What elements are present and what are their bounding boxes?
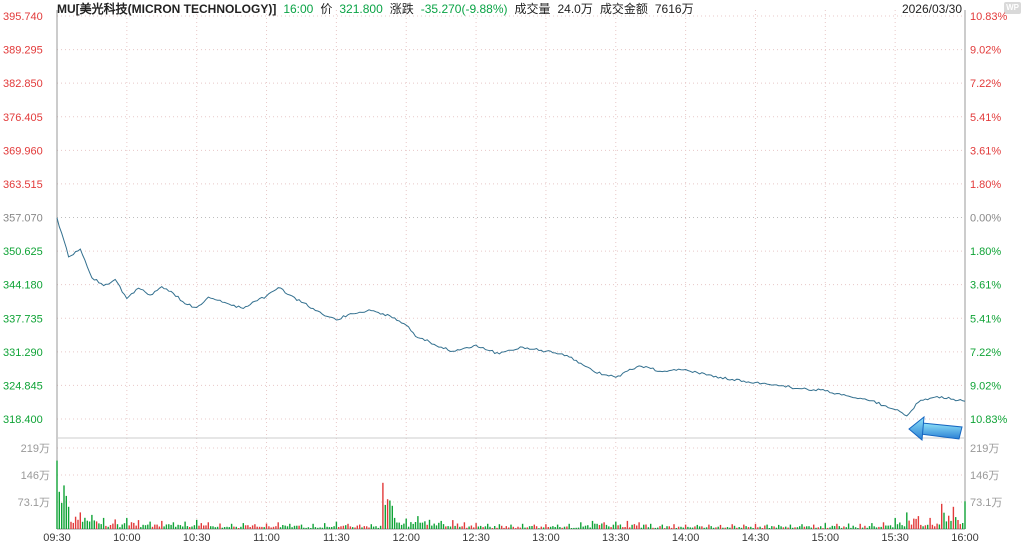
time-label: 14:00 (672, 532, 700, 544)
left-price-label: 331.290 (3, 347, 43, 359)
time-label: 12:00 (392, 532, 420, 544)
change-value: -35.270(-9.88%) (420, 1, 508, 16)
time-label: 10:30 (183, 532, 211, 544)
quote-header: MU[美光科技(MICRON TECHNOLOGY)] 16:00 价 321.… (0, 0, 1024, 17)
price-line (56, 217, 966, 417)
time-label: 14:30 (742, 532, 770, 544)
left-price-label: 357.070 (3, 213, 43, 225)
turnover-value: 7616万 (654, 2, 694, 16)
left-price-label: 363.515 (3, 179, 43, 191)
right-percent-label: 3.61% (970, 280, 1001, 292)
time-label: 15:00 (812, 532, 840, 544)
quote-date: 2026/03/30 (901, 1, 962, 16)
time-label: 15:30 (881, 532, 909, 544)
turnover-label: 成交金额 (599, 2, 648, 16)
left-price-label: 337.735 (3, 313, 43, 325)
time-label: 10:00 (113, 532, 141, 544)
price-label: 价 (320, 2, 333, 16)
change-label: 涨跌 (389, 2, 414, 16)
price-value: 321.800 (339, 1, 383, 16)
time-label: 11:30 (323, 532, 350, 544)
left-price-label: 382.850 (3, 78, 43, 90)
right-percent-label: 1.80% (970, 179, 1001, 191)
right-volume-label: 146万 (970, 470, 999, 482)
right-percent-label: 10.83% (970, 414, 1008, 426)
time-label: 13:30 (602, 532, 630, 544)
left-price-label: 318.400 (3, 414, 43, 426)
right-percent-label: 9.02% (970, 380, 1001, 392)
volume-value: 24.0万 (557, 2, 593, 16)
right-percent-label: 3.61% (970, 145, 1001, 157)
time-label: 09:30 (43, 532, 71, 544)
right-volume-label: 73.1万 (970, 497, 1002, 509)
time-label: 12:30 (462, 532, 490, 544)
left-price-label: 350.625 (3, 246, 43, 258)
right-volume-label: 219万 (970, 443, 999, 455)
right-percent-label: 10.83% (970, 11, 1008, 23)
right-percent-label: 7.22% (970, 347, 1001, 359)
right-percent-label: 5.41% (970, 313, 1001, 325)
chart-frame (56, 10, 966, 530)
time-label: 16:00 (951, 532, 979, 544)
volume-gridlines-and-labels: 219万 219万 146万 146万 73.1万 73.1万 (18, 443, 1003, 509)
left-volume-label: 73.1万 (18, 497, 50, 509)
time-label: 11:00 (253, 532, 280, 544)
right-percent-label: 0.00% (970, 213, 1001, 225)
left-price-label: 376.405 (3, 112, 43, 124)
right-percent-label: 1.80% (970, 246, 1001, 258)
quote-time: 16:00 (283, 1, 314, 16)
left-volume-label: 146万 (21, 470, 50, 482)
watermark-badge: WP (1004, 2, 1021, 14)
mouse-cursor-icon (908, 414, 966, 442)
price-gridlines-and-labels: 395.740 10.83% 389.295 9.02% 382.850 7.22% 376… (3, 11, 1008, 426)
vertical-gridlines (126, 10, 896, 529)
right-percent-label: 5.41% (970, 112, 1001, 124)
left-price-label: 389.295 (3, 45, 43, 57)
left-volume-label: 219万 (21, 443, 50, 455)
time-label: 13:00 (532, 532, 560, 544)
left-price-label: 369.960 (3, 145, 43, 157)
right-percent-label: 7.22% (970, 78, 1001, 90)
volume-label: 成交量 (514, 2, 551, 16)
right-percent-label: 9.02% (970, 45, 1001, 57)
left-price-label: 324.845 (3, 380, 43, 392)
volume-bars (56, 460, 966, 529)
left-price-label: 395.740 (3, 11, 43, 23)
left-price-label: 344.180 (3, 280, 43, 292)
time-axis-labels: 09:30 10:00 10:30 11:00 11:30 12:00 12:30 13:00… (43, 532, 979, 544)
symbol-title: MU[美光科技(MICRON TECHNOLOGY)] (57, 2, 277, 16)
